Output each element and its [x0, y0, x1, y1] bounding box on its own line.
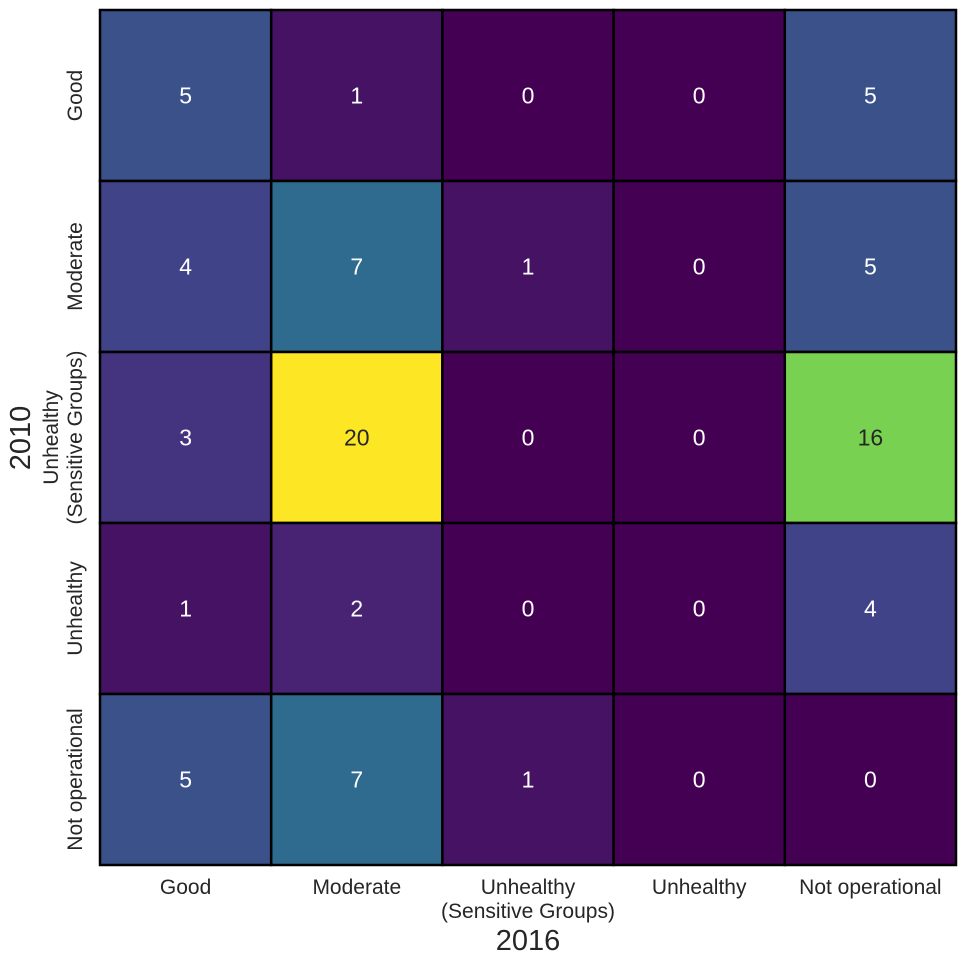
cell-value-label: 0 — [522, 83, 535, 109]
heatmap-cell — [441, 521, 615, 696]
heatmap-cell — [98, 8, 273, 183]
cell-value-label: 1 — [522, 254, 535, 280]
x-tick-label: Good — [160, 876, 211, 899]
y-tick-label: Good — [64, 70, 87, 121]
heatmap-cell — [783, 179, 958, 354]
cell-value-label: 7 — [350, 767, 363, 793]
cell-value-label: 4 — [179, 254, 192, 280]
cell-value-label: 0 — [693, 596, 706, 622]
heatmap-cells — [98, 8, 958, 867]
cell-value-label: 0 — [693, 83, 706, 109]
cell-value-label: 1 — [522, 767, 535, 793]
heatmap-cell — [612, 8, 787, 183]
cell-value-label: 5 — [179, 767, 192, 793]
x-axis-title: 2016 — [496, 925, 561, 957]
cell-value-label: 0 — [693, 254, 706, 280]
cell-value-label: 16 — [858, 425, 884, 451]
cell-value-label: 0 — [522, 596, 535, 622]
heatmap-cell — [269, 8, 444, 183]
x-tick-label: Not operational — [799, 876, 941, 899]
x-tick-label: Unhealthy (Sensitive Groups) — [441, 876, 615, 923]
cell-value-label: 3 — [179, 425, 192, 451]
heatmap-cell — [441, 8, 615, 183]
x-tick-label: Moderate — [312, 876, 401, 899]
y-axis-title: 2010 — [5, 406, 37, 471]
heatmap-cell — [783, 521, 958, 696]
y-tick-label: Not operational — [64, 708, 87, 850]
cell-value-label: 20 — [344, 425, 370, 451]
cell-value-label: 0 — [522, 425, 535, 451]
y-tick-label: Moderate — [64, 222, 87, 311]
heatmap-cell — [612, 350, 787, 525]
heatmap-cell — [269, 521, 444, 696]
cell-value-label: 2 — [350, 596, 363, 622]
cell-value-label: 4 — [864, 596, 877, 622]
heatmap-cell — [98, 179, 273, 354]
heatmap-cell — [612, 521, 787, 696]
heatmap-cell — [783, 692, 958, 867]
cell-value-label: 1 — [179, 596, 192, 622]
y-tick-label: Unhealthy(Sensitive Groups) — [40, 351, 87, 525]
heatmap-cell — [441, 692, 615, 867]
cell-value-label: 5 — [864, 254, 877, 280]
cell-labels: 5 1 0 0 54 7 1 0 53 20 0 0 161 2 0 0 45 7 1 0 0 — [179, 83, 883, 793]
heatmap-cell — [441, 179, 615, 354]
cell-value-label: 5 — [864, 83, 877, 109]
x-tick-labels: Good Moderate Unhealthy (Sensitive Groups) U… — [160, 876, 942, 923]
cell-value-label: 7 — [350, 254, 363, 280]
cell-value-label: 0 — [864, 767, 877, 793]
y-tick-label: Unhealthy — [64, 561, 87, 656]
heatmap-cell — [269, 350, 444, 525]
heatmap-cell — [98, 521, 273, 696]
y-tick-labels: Good Moderate Unhealthy(Sensitive Groups) U… — [40, 70, 87, 851]
heatmap-cell — [269, 692, 444, 867]
x-tick-label: Unhealthy — [652, 876, 747, 899]
cell-value-label: 0 — [693, 767, 706, 793]
heatmap-cell — [98, 692, 273, 867]
cell-value-label: 0 — [693, 425, 706, 451]
heatmap-cell — [783, 350, 958, 525]
cell-value-label: 1 — [350, 83, 363, 109]
cell-value-label: 5 — [179, 83, 192, 109]
